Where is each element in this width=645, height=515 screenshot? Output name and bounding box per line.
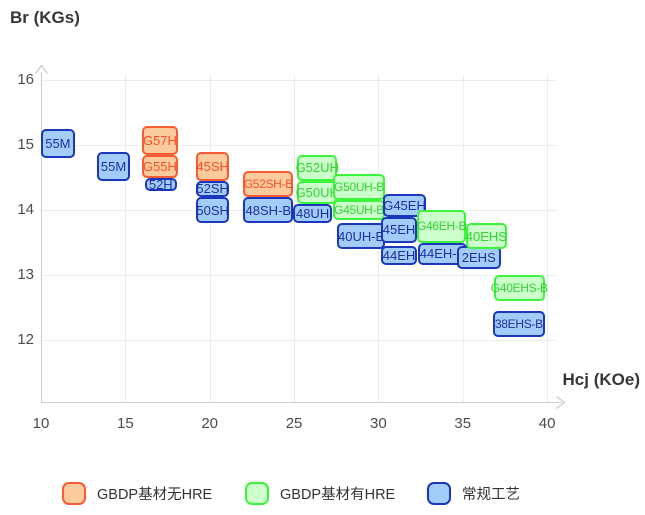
gridline: [209, 75, 211, 402]
legend-swatch-blue: [427, 481, 451, 505]
legend-item-gbdp-no-hre[interactable]: GBDP基材无HRE: [62, 481, 212, 505]
grade-box: 44EH: [380, 245, 418, 266]
x-tick-label: 25: [285, 415, 303, 432]
y-axis-line: [41, 72, 42, 403]
x-tick-label: 20: [201, 415, 219, 432]
grade-box: G45UH-B: [332, 200, 386, 220]
y-axis-title: Br (KGs): [10, 8, 80, 27]
grade-box: G52SH-B: [243, 171, 293, 197]
grade-box: G52UH: [296, 154, 339, 181]
x-tick-label: 30: [370, 415, 387, 432]
grade-box: 48SH-B: [243, 197, 294, 223]
grade-box: 50SH: [196, 197, 230, 223]
x-tick-label: 15: [117, 415, 134, 432]
grade-box: 55M: [41, 128, 75, 158]
gridline: [125, 75, 127, 402]
grade-box: 38EHS-B: [493, 310, 545, 337]
grade-box: G40EHS-B: [491, 275, 548, 301]
x-axis-title: Hcj (KOe): [562, 370, 640, 389]
grade-box: 40EHS: [466, 223, 507, 249]
x-axis-arrow-icon: [556, 395, 566, 410]
grade-box: 52H: [144, 177, 177, 192]
grade-box: G50UH: [296, 180, 339, 204]
grade-box: 2EHS: [456, 245, 501, 269]
grade-box: 40UH-B: [337, 223, 386, 249]
grade-box: G55H: [142, 154, 178, 178]
x-axis-line: [41, 402, 562, 403]
legend: GBDP基材无HRE GBDP基材有HRE 常规工艺: [0, 481, 645, 505]
legend-swatch-green: [245, 481, 269, 505]
y-tick-label: 12: [17, 331, 34, 348]
grade-box: 45SH: [196, 151, 230, 181]
legend-label: 常规工艺: [462, 486, 520, 503]
legend-swatch-orange: [62, 481, 86, 505]
x-tick-label: 10: [32, 415, 50, 432]
grade-box: G46EH-B: [417, 210, 467, 243]
legend-label: GBDP基材无HRE: [97, 486, 213, 503]
x-tick-label: 35: [454, 415, 472, 432]
y-tick-label: 13: [17, 266, 34, 283]
grade-box: G45EH: [383, 193, 426, 217]
grade-box: 45EH: [380, 216, 418, 243]
grade-box: 48UH: [293, 203, 332, 223]
gridline: [41, 275, 556, 276]
grade-box: G50UH-B: [332, 174, 386, 201]
y-axis-arrow-icon: [34, 64, 49, 74]
grade-box: G57H: [142, 125, 178, 155]
x-tick-label: 40: [538, 415, 556, 432]
gridline: [547, 75, 549, 402]
legend-label: GBDP基材有HRE: [280, 486, 396, 503]
y-tick-label: 15: [17, 136, 34, 153]
legend-item-gbdp-hre[interactable]: GBDP基材有HRE: [245, 481, 395, 505]
grade-box: 44EH-B: [418, 242, 467, 266]
gridline: [41, 145, 556, 146]
y-tick-label: 14: [17, 201, 34, 218]
grade-box: 55M: [96, 151, 131, 181]
y-tick-label: 16: [17, 71, 34, 88]
gridline: [41, 80, 556, 81]
gridline: [41, 340, 556, 341]
gridline: [294, 75, 296, 402]
legend-item-conventional[interactable]: 常规工艺: [427, 481, 520, 505]
grade-box: 52SH: [196, 180, 230, 197]
